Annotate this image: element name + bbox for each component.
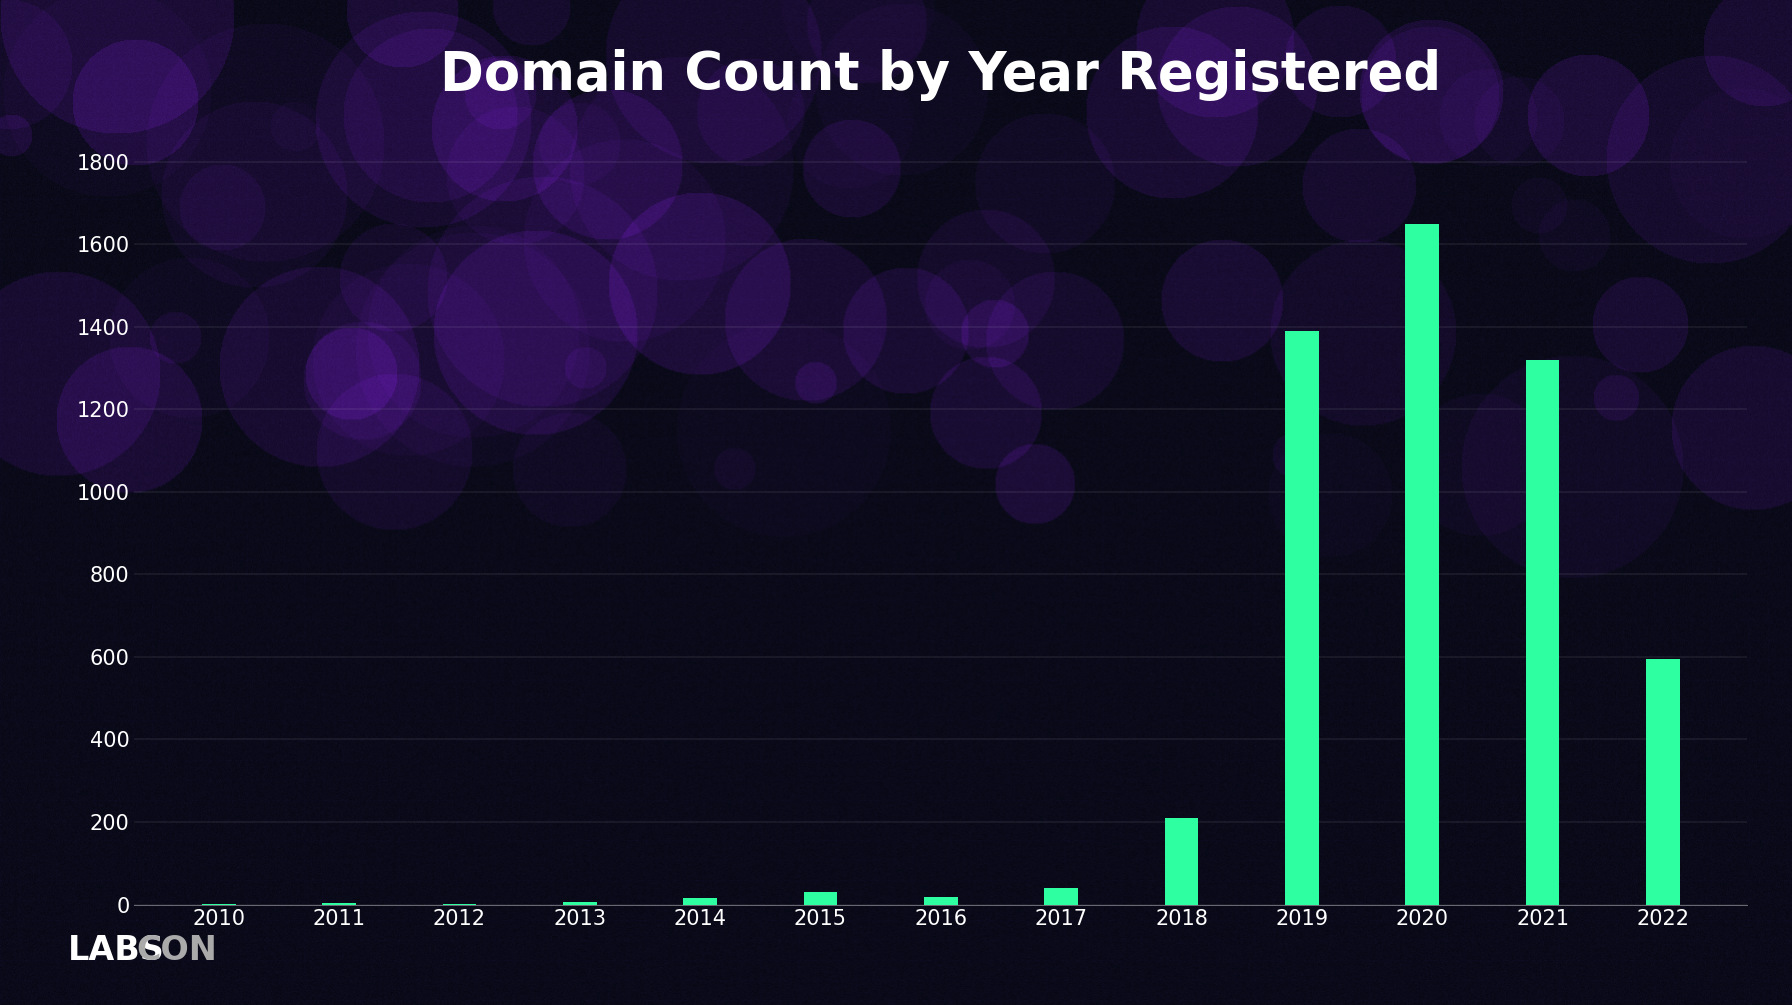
Bar: [1525, 360, 1559, 904]
Bar: [683, 898, 717, 904]
Bar: [1165, 818, 1199, 904]
Bar: [1405, 224, 1439, 904]
Bar: [925, 897, 957, 904]
Bar: [563, 902, 597, 904]
Title: Domain Count by Year Registered: Domain Count by Year Registered: [441, 49, 1441, 102]
Bar: [803, 892, 837, 905]
Bar: [1647, 659, 1679, 904]
Text: CON: CON: [136, 934, 217, 967]
Bar: [323, 903, 357, 904]
Bar: [1285, 331, 1319, 904]
Text: LABS: LABS: [68, 934, 165, 967]
Bar: [1045, 888, 1079, 904]
